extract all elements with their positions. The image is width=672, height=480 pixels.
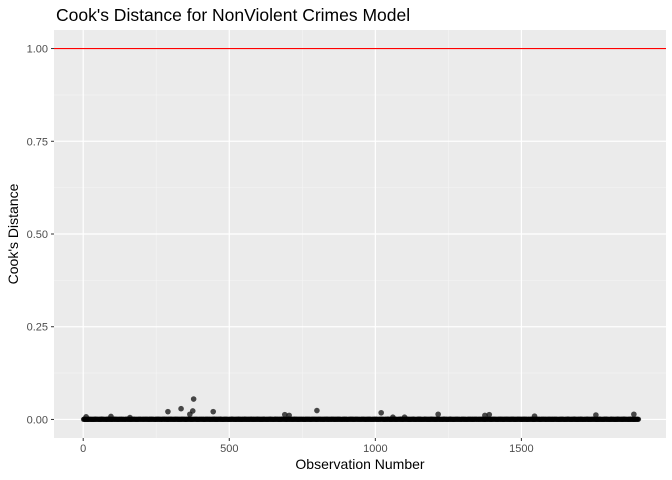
data-point (378, 409, 384, 416)
y-tick-label: 0.75 (27, 136, 48, 148)
data-point (531, 413, 538, 419)
data-point (83, 414, 89, 420)
x-axis-title: Observation Number (295, 456, 425, 472)
data-point (178, 405, 184, 412)
data-point (401, 414, 408, 421)
data-point (314, 407, 320, 414)
chart-title: Cook's Distance for NonViolent Crimes Mo… (56, 5, 410, 25)
x-axis: 0 500 1000 1500 (80, 438, 534, 455)
data-point (635, 416, 642, 422)
x-tick-label: 500 (220, 443, 238, 455)
y-tick-label: 0.00 (27, 414, 48, 426)
data-point (435, 411, 441, 418)
data-point (189, 408, 196, 414)
data-point (286, 412, 292, 419)
data-point (390, 414, 396, 421)
data-point (127, 414, 133, 421)
data-point (281, 411, 288, 418)
x-tick-label: 0 (80, 443, 86, 455)
y-axis: 0.00 0.25 0.50 0.75 1.00 (27, 44, 54, 426)
y-tick-label: 0.25 (27, 322, 48, 334)
data-point (482, 412, 488, 419)
x-tick-label: 1500 (509, 443, 533, 455)
data-point (165, 408, 171, 415)
y-axis-title: Cook's Distance (5, 183, 21, 284)
data-point (486, 411, 493, 418)
data-point (108, 413, 114, 420)
data-points (80, 396, 642, 423)
data-point (190, 396, 197, 402)
data-point (631, 411, 637, 418)
y-tick-label: 1.00 (27, 44, 48, 56)
x-tick-label: 1000 (363, 443, 387, 455)
data-point (593, 412, 599, 418)
y-tick-label: 0.50 (27, 229, 48, 241)
data-point (210, 408, 217, 415)
